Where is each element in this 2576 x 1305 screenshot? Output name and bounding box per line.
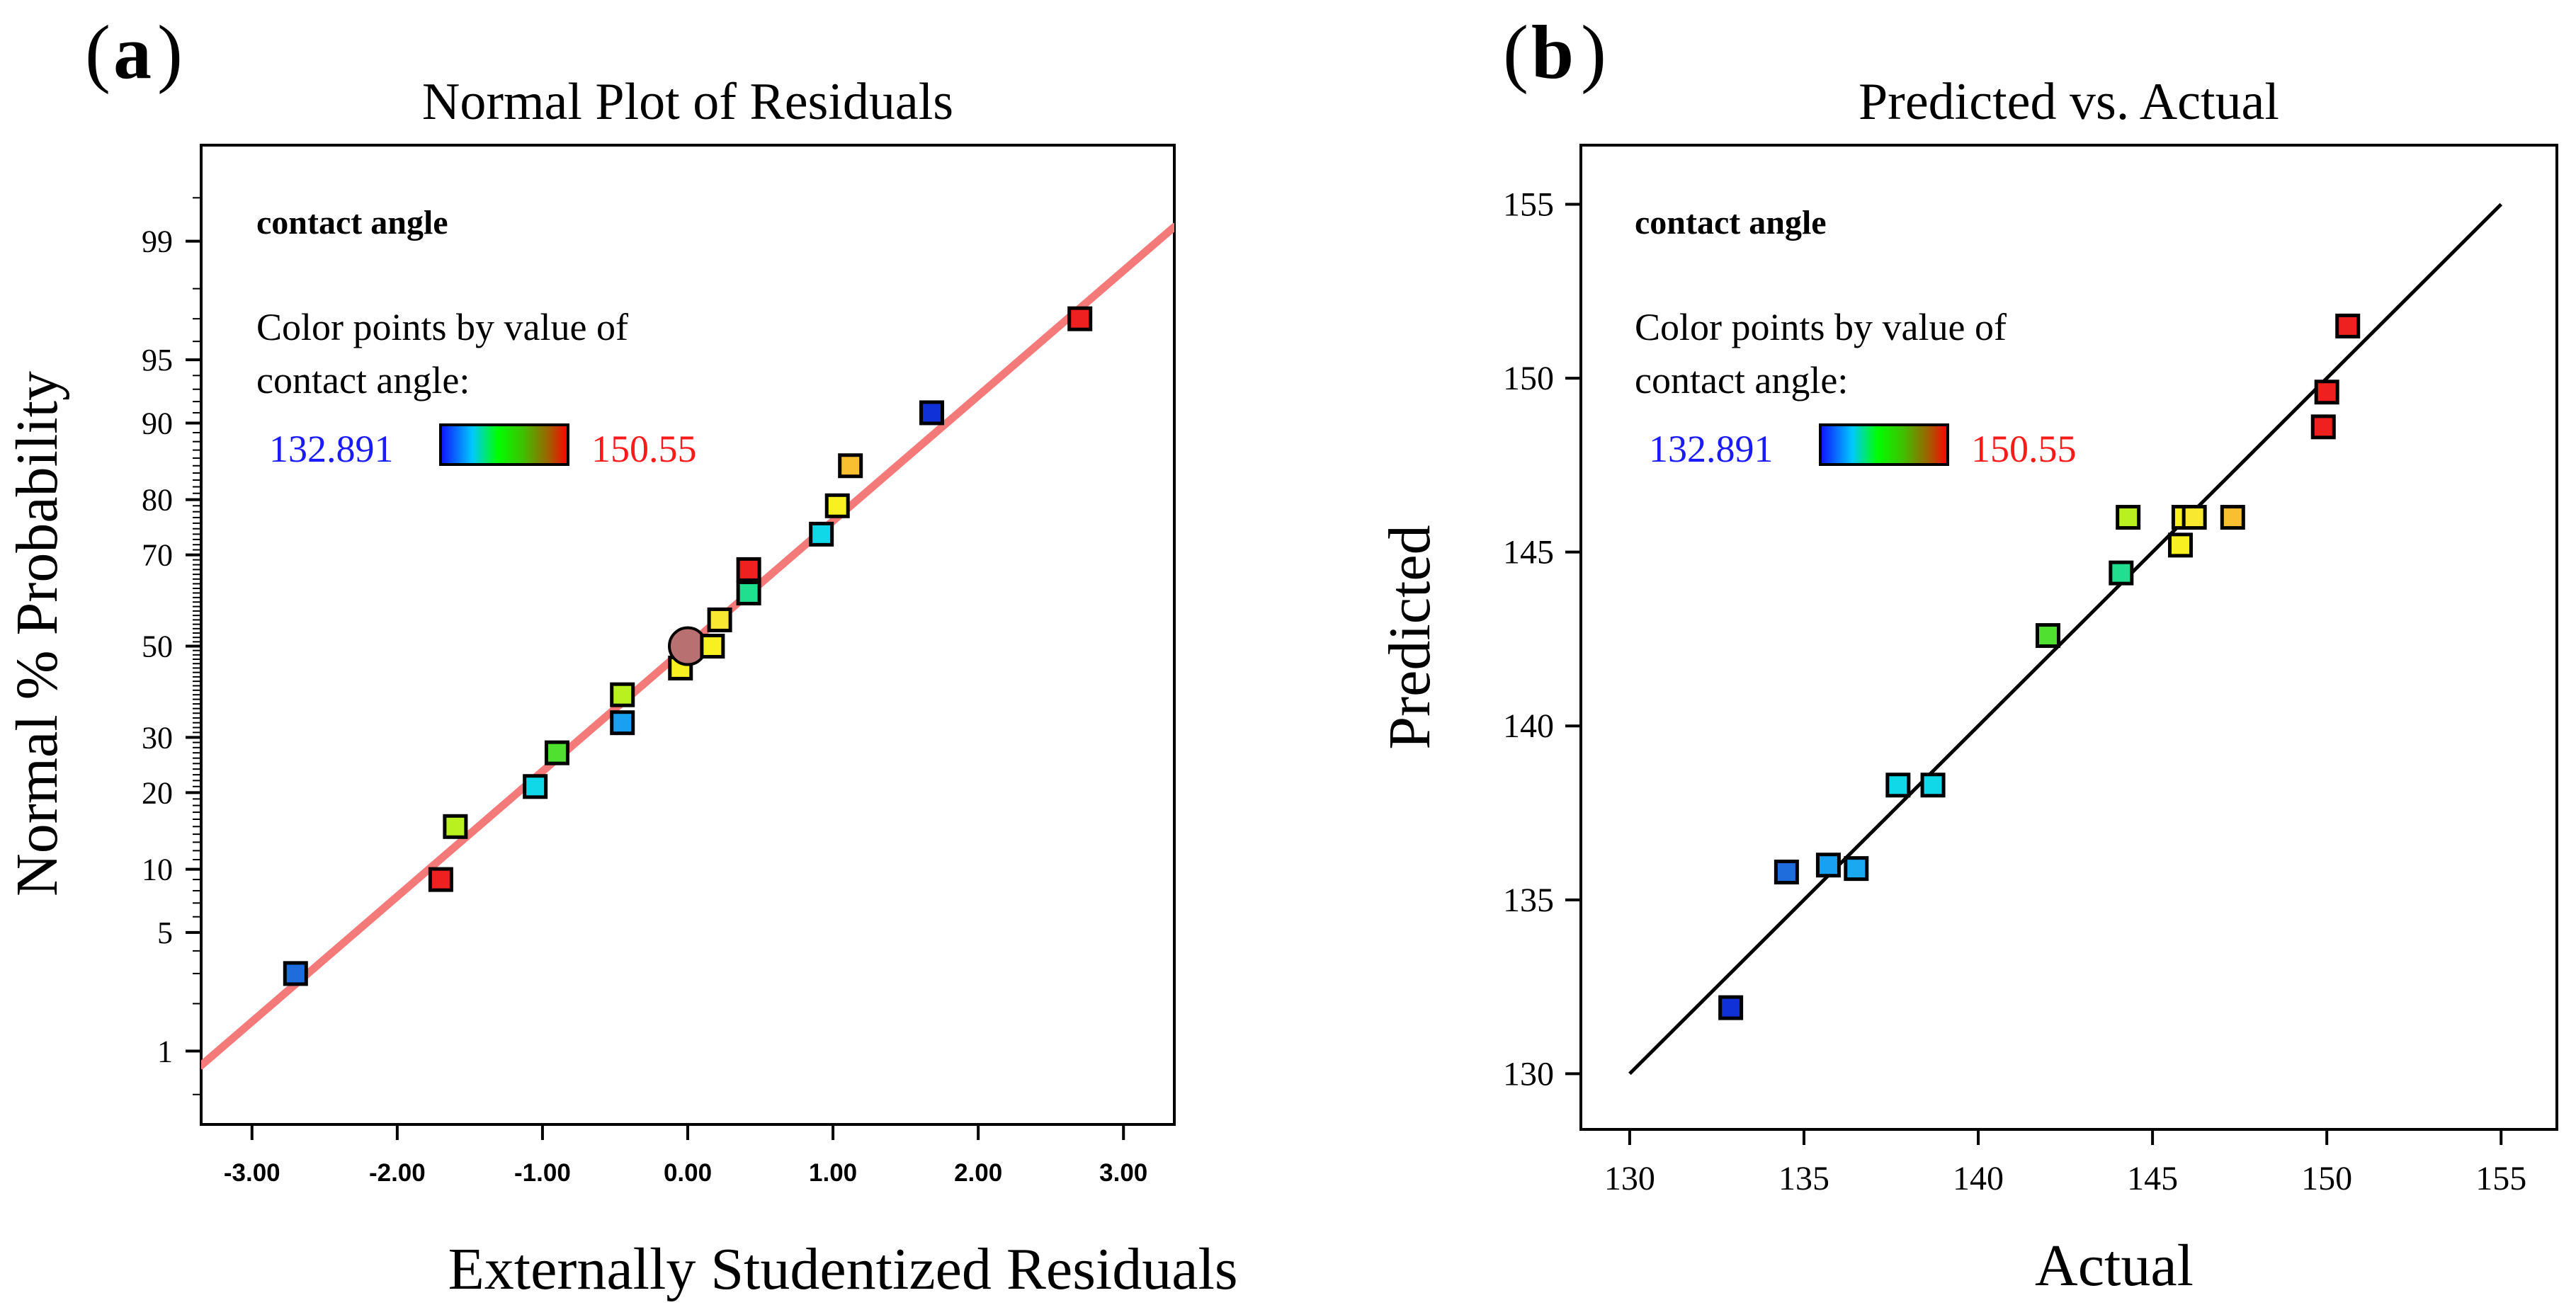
panel-a-open-paren: (	[85, 11, 110, 95]
panel-a-data-point	[428, 867, 453, 892]
panel-b-data-point	[2220, 505, 2245, 530]
panel-b-data-point	[2109, 560, 2134, 586]
panel-a-points	[283, 306, 1093, 986]
panel-a-y-tick-label: 90	[142, 406, 173, 440]
panel-a-data-point	[523, 774, 548, 799]
panel-b-x-tick-label: 145	[2127, 1160, 2178, 1197]
panel-a-legend-min: 132.891	[269, 428, 394, 470]
panel-a-axis-ticks: -3.00 -2.00 -1.00 0.00 1.00 2.00 3.00 1 5 10 20 30 5…	[142, 224, 1147, 1187]
panel-a-data-point	[544, 740, 569, 765]
panel-b-data-point	[2167, 532, 2193, 558]
panel-a-x-tick-label: -3.00	[224, 1159, 280, 1187]
panel-b-x-tick-label: 130	[1604, 1160, 1655, 1197]
panel-b-data-point	[1774, 860, 1799, 885]
panel-b-x-axis-label: Actual	[2035, 1233, 2194, 1299]
panel-a-title: Normal Plot of Residuals	[422, 73, 953, 131]
panel-b-legend-min: 132.891	[1649, 428, 1774, 470]
panel-a-x-tick-label: -2.00	[369, 1159, 426, 1187]
panel-b-open-paren: (	[1503, 11, 1528, 95]
panel-a-x-tick-label: 0.00	[664, 1159, 712, 1187]
panel-a-y-tick-label: 5	[157, 916, 173, 950]
panel-b-data-point	[2181, 505, 2207, 530]
panel-a-legend-max: 150.55	[591, 428, 697, 470]
panel-b-data-point	[2335, 313, 2361, 338]
panel-a-legend: contact angle Color points by value of c…	[256, 204, 697, 470]
panel-b-data-point	[2310, 414, 2336, 440]
panel-a-legend-caption-1: Color points by value of	[256, 306, 628, 348]
panel-a-y-tick-label: 1	[157, 1034, 173, 1068]
panel-a-y-tick-label: 70	[142, 538, 173, 573]
panel-a-data-point	[610, 682, 635, 707]
panel-a-data-point	[736, 557, 761, 582]
panel-a-y-axis-label: Normal % Probability	[4, 371, 70, 896]
panel-b-x-tick-label: 140	[1953, 1160, 2004, 1197]
panel-b-data-point	[1920, 773, 1946, 798]
panel-b-data-point	[1844, 856, 1869, 882]
panel-a-data-point	[838, 453, 863, 479]
panel-b-y-tick-label: 155	[1503, 186, 1554, 223]
panel-a-data-point	[1067, 306, 1093, 331]
panel-b-data-point	[1815, 853, 1841, 878]
panel-b-reference-line	[1628, 203, 2503, 1076]
panel-a-data-point	[283, 961, 308, 986]
panel-a-legend-caption-2: contact angle:	[256, 359, 470, 401]
panel-a-y-tick-label: 50	[142, 629, 173, 664]
panel-a-y-tick-label: 99	[142, 224, 173, 259]
panel-b-y-tick-label: 140	[1503, 707, 1554, 745]
panel-b-y-tick-label: 150	[1503, 360, 1554, 397]
panel-a-close-paren: )	[157, 11, 183, 95]
panel-b-legend: contact angle Color points by value of c…	[1635, 204, 2077, 470]
panel-a-data-point	[700, 634, 725, 659]
panel-b-y-tick-label: 135	[1503, 882, 1554, 919]
panel-b-x-tick-label: 155	[2475, 1160, 2526, 1197]
panel-a-data-point	[919, 400, 945, 426]
panel-b: ( b ) Predicted vs. Actual 130 135 140 145 1…	[1377, 11, 2558, 1299]
panel-b-close-paren: )	[1581, 11, 1606, 95]
panel-a-data-point	[443, 814, 468, 839]
panel-a-y-tick-label: 10	[142, 853, 173, 887]
panel-a-y-tick-label: 95	[142, 343, 173, 377]
panel-a-y-tick-label: 80	[142, 483, 173, 518]
panel-b-y-axis-label: Predicted	[1377, 525, 1443, 749]
panel-b-data-point	[2035, 623, 2060, 649]
panel-a-data-point	[809, 521, 834, 547]
panel-b-legend-caption-2: contact angle:	[1635, 359, 1848, 401]
panel-b-legend-colorbar	[1819, 423, 1949, 466]
panel-b-legend-response: contact angle	[1635, 204, 1827, 241]
panel-b-legend-max: 150.55	[1971, 428, 2077, 470]
panel-a-x-tick-label: 3.00	[1099, 1159, 1147, 1187]
panel-a-x-tick-label: -1.00	[514, 1159, 571, 1187]
panel-a-y-tick-label: 20	[142, 775, 173, 810]
panel-a-y-minor-ticks	[193, 197, 201, 1095]
panel-b-y-tick-label: 130	[1503, 1055, 1554, 1093]
panel-b-axis-ticks: 130 135 140 145 150 155 130 135 140 145 150 155	[1503, 186, 2526, 1197]
panel-a-data-point	[707, 607, 732, 632]
panel-b-letter: b	[1531, 11, 1574, 95]
panel-b-x-tick-label: 150	[2301, 1160, 2352, 1197]
panel-a-y-tick-label: 30	[142, 720, 173, 755]
panel-b-y-tick-label: 145	[1503, 534, 1554, 571]
panel-b-legend-caption-1: Color points by value of	[1635, 306, 2007, 348]
panel-a-legend-response: contact angle	[256, 204, 448, 241]
panel-b-points	[1718, 313, 2361, 1020]
panel-b-data-point	[2314, 380, 2339, 405]
panel-a-x-tick-label: 1.00	[809, 1159, 857, 1187]
panel-a-data-point	[610, 710, 635, 736]
panel-a-data-point	[736, 580, 761, 605]
panel-a-x-tick-label: 2.00	[954, 1159, 1002, 1187]
panel-b-title: Predicted vs. Actual	[1859, 73, 2279, 131]
panel-a: ( a ) Normal Plot of Residuals -3.00 -2.0…	[4, 11, 1238, 1302]
panel-a-data-point	[824, 493, 850, 518]
panel-a-letter: a	[113, 11, 152, 95]
panel-a-x-axis-label: Externally Studentized Residuals	[448, 1236, 1237, 1302]
panel-a-legend-colorbar	[439, 423, 569, 466]
panel-b-data-point	[2116, 505, 2141, 530]
panel-b-x-tick-label: 135	[1778, 1160, 1829, 1197]
panel-b-data-point	[1885, 773, 1911, 798]
panel-b-data-point	[1718, 995, 1744, 1020]
